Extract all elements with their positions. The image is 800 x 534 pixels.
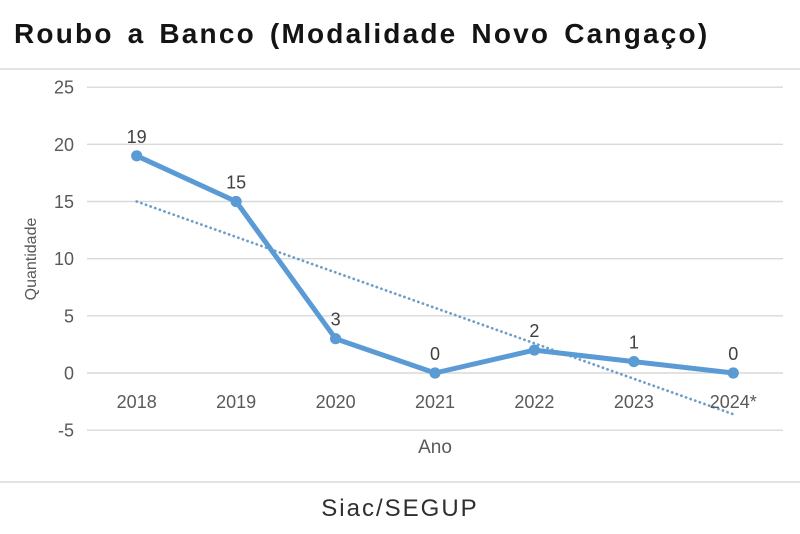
chart-area: 25 20 15 10 5 0 -5 19 15 3 0 2 1 0 2018 2019 2020 2021 202… <box>0 70 800 481</box>
data-point-marker <box>727 367 739 379</box>
x-tick-label: 2021 <box>415 392 455 412</box>
bottom-divider <box>0 481 800 483</box>
chart-source: Siac/SEGUP <box>321 494 479 522</box>
chart-title: Roubo a Banco (Modalidade Novo Cangaço) <box>14 18 710 49</box>
data-point-label: 2 <box>529 321 539 341</box>
y-tick-label: 0 <box>64 364 74 384</box>
data-point-label: 3 <box>331 310 341 330</box>
data-point-marker <box>230 195 242 208</box>
x-tick-label: 2018 <box>117 392 157 412</box>
x-tick-label: 2019 <box>216 392 256 412</box>
data-point-label: 1 <box>629 333 639 353</box>
data-point-marker <box>528 344 541 356</box>
y-axis-title: Quantidade <box>23 218 40 301</box>
y-tick-label: 5 <box>64 306 74 326</box>
chart-footer: Siac/SEGUP <box>0 483 800 534</box>
y-tick-label: 10 <box>54 249 74 269</box>
data-point-marker <box>628 356 640 368</box>
x-tick-label: 2023 <box>614 392 654 412</box>
y-tick-label: 15 <box>54 192 74 212</box>
data-point-label: 19 <box>127 127 147 147</box>
x-tick-label: 2024* <box>710 392 757 412</box>
data-point-label: 0 <box>430 344 440 364</box>
data-point-label: 15 <box>226 173 246 193</box>
data-point-marker <box>131 150 143 162</box>
x-tick-label: 2020 <box>316 392 356 412</box>
y-tick-label: 20 <box>54 135 74 155</box>
y-tick-label: 25 <box>54 78 74 98</box>
y-tick-label: -5 <box>58 421 74 441</box>
x-tick-label: 2022 <box>514 392 554 412</box>
x-axis-title: Ano <box>418 437 452 458</box>
trendline <box>135 200 738 417</box>
chart-header: Roubo a Banco (Modalidade Novo Cangaço) <box>0 0 800 68</box>
top-divider <box>0 68 800 70</box>
data-point-marker <box>429 367 441 379</box>
data-point-label: 0 <box>728 344 738 364</box>
data-point-marker <box>330 333 342 345</box>
